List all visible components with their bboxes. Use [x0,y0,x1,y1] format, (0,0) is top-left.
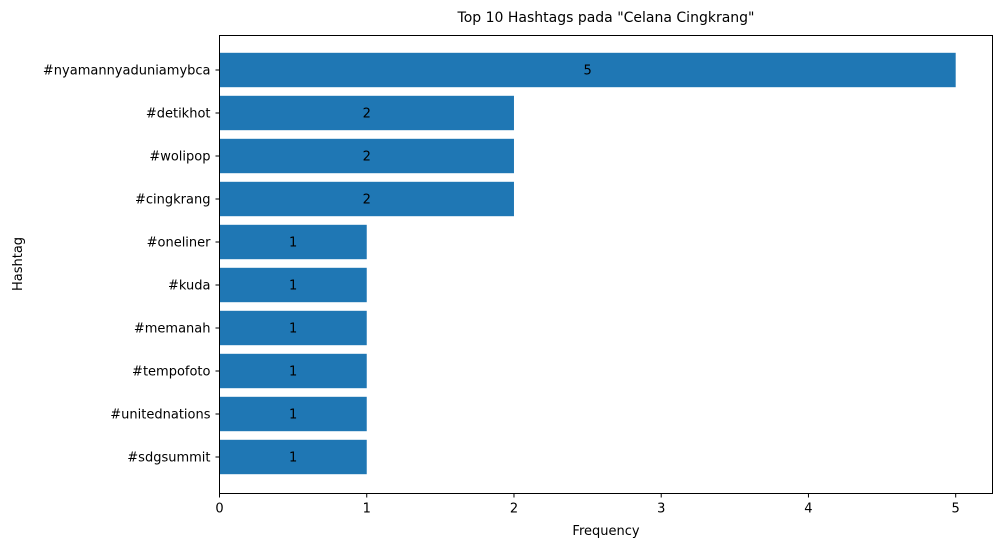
bar [219,353,367,389]
bar-value-label: 2 [363,150,371,165]
y-tick-label: #oneliner [147,236,212,251]
bar-value-label: 5 [583,64,591,79]
x-tick-label: 5 [952,502,960,517]
y-axis: #nyamannyaduniamybca #detikhot #wolipop #ci… [43,64,220,466]
x-axis: 0 1 2 3 4 5 [215,493,960,517]
x-axis-label: Frequency [572,524,639,539]
bar [219,95,514,131]
bar-value-label: 1 [289,279,297,294]
bar-value-label: 1 [289,322,297,337]
x-tick-label: 2 [510,502,518,517]
y-tick-label: #memanah [134,322,211,337]
bar [219,439,367,475]
x-tick-label: 3 [657,502,665,517]
bar-value-label: 2 [363,193,371,208]
bar [219,181,514,217]
bar-value-label: 1 [289,451,297,466]
bars-group [219,52,956,475]
bar [219,310,367,346]
x-tick-label: 1 [363,502,371,517]
y-tick-label: #detikhot [146,107,211,122]
y-tick-label: #kuda [168,279,210,294]
bar-value-label: 2 [363,107,371,122]
bar [219,396,367,432]
x-tick-label: 4 [804,502,812,517]
bar [219,52,956,88]
chart-title: Top 10 Hashtags pada "Celana Cingkrang" [457,10,755,26]
y-tick-label: #tempofoto [132,365,210,380]
y-axis-label: Hashtag [11,237,26,291]
bar-value-label: 1 [289,408,297,423]
y-tick-label: #cingkrang [135,193,210,208]
x-tick-label: 0 [215,502,223,517]
bar-value-label: 1 [289,236,297,251]
bar-value-label: 1 [289,365,297,380]
bar-labels-group: 5 2 2 2 1 1 1 1 1 1 [289,64,592,466]
bar [219,138,514,174]
y-tick-label: #sdgsummit [127,451,210,466]
y-tick-label: #wolipop [149,150,210,165]
y-tick-label: #nyamannyaduniamybca [43,64,211,79]
bar [219,224,367,260]
y-tick-label: #unitednations [110,408,210,423]
bar [219,267,367,303]
plot-frame [219,35,993,494]
